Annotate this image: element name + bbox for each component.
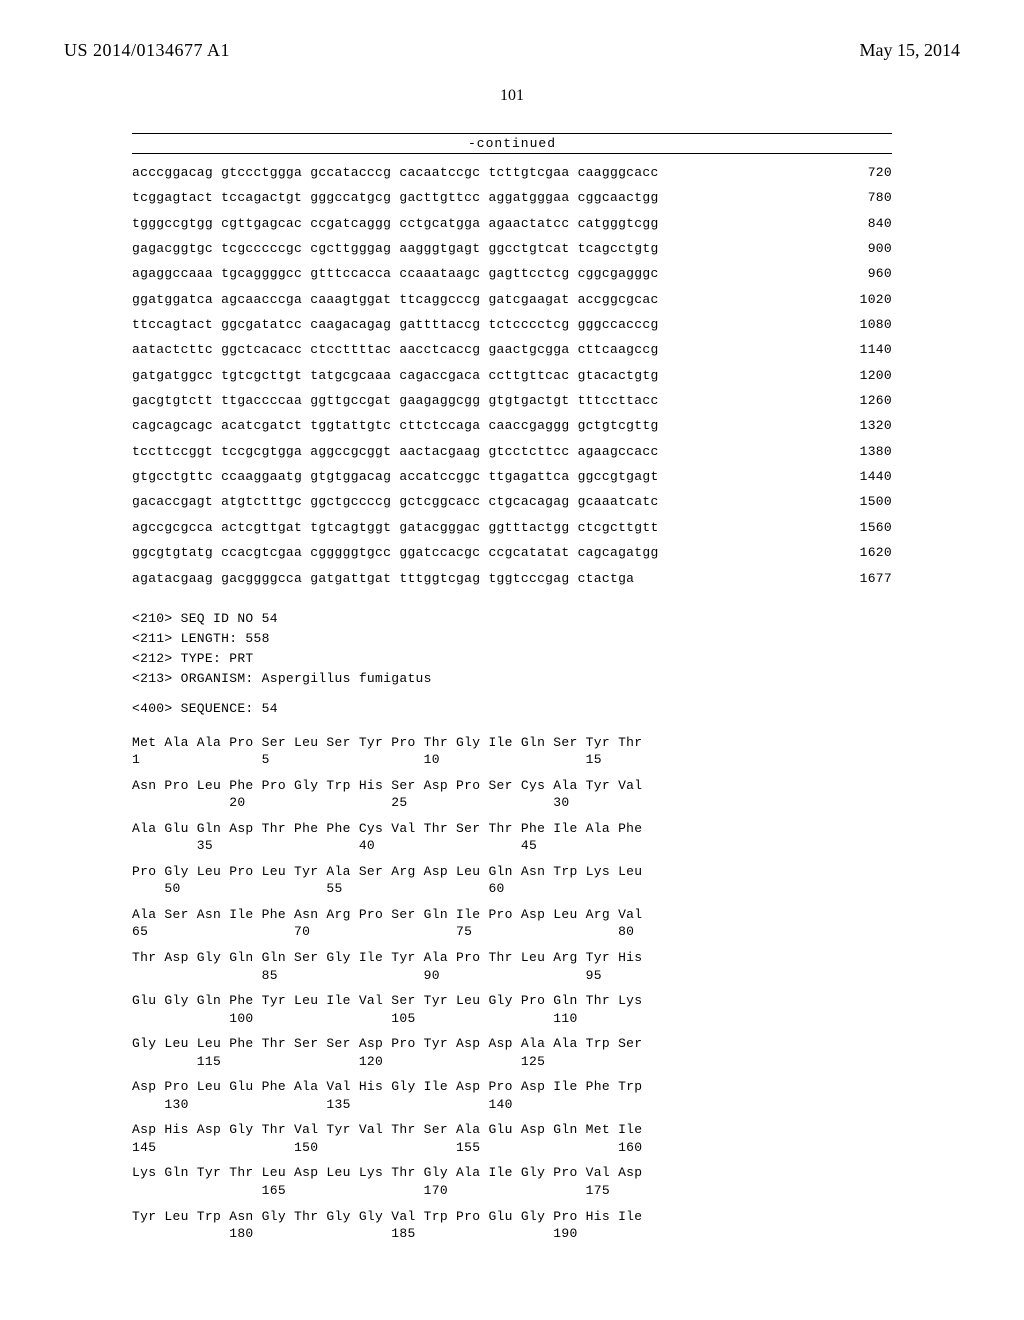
dna-seq: agatacgaag gacggggcca gatgattgat tttggtc… [132, 566, 634, 591]
protein-row: Gly Leu Leu Phe Thr Ser Ser Asp Pro Tyr … [132, 1035, 892, 1070]
dna-position: 960 [840, 261, 892, 286]
dna-row: ggatggatca agcaacccga caaagtggat ttcaggc… [132, 287, 892, 312]
protein-row: Ala Glu Gln Asp Thr Phe Phe Cys Val Thr … [132, 820, 892, 855]
meta-organism: <213> ORGANISM: Aspergillus fumigatus [132, 669, 892, 689]
protein-row: Thr Asp Gly Gln Gln Ser Gly Ile Tyr Ala … [132, 949, 892, 984]
dna-seq: ggatggatca agcaacccga caaagtggat ttcaggc… [132, 287, 659, 312]
protein-row: Asn Pro Leu Phe Pro Gly Trp His Ser Asp … [132, 777, 892, 812]
dna-row: acccggacag gtccctggga gccatacccg cacaatc… [132, 160, 892, 185]
dna-sequence-table: acccggacag gtccctggga gccatacccg cacaatc… [132, 160, 892, 591]
spacer [132, 689, 892, 699]
dna-position: 1560 [840, 515, 892, 540]
dna-seq: tgggccgtgg cgttgagcac ccgatcaggg cctgcat… [132, 211, 659, 236]
dna-row: ggcgtgtatg ccacgtcgaa cgggggtgcc ggatcca… [132, 540, 892, 565]
dna-position: 1200 [840, 363, 892, 388]
dna-seq: gagacggtgc tcgcccccgc cgcttgggag aagggtg… [132, 236, 659, 261]
dna-seq: ttccagtact ggcgatatcc caagacagag gatttta… [132, 312, 659, 337]
page-header: US 2014/0134677 A1 May 15, 2014 [64, 40, 960, 61]
dna-row: cagcagcagc acatcgatct tggtattgtc cttctcc… [132, 413, 892, 438]
dna-row: gacaccgagt atgtctttgc ggctgccccg gctcggc… [132, 489, 892, 514]
dna-position: 1500 [840, 489, 892, 514]
protein-row: Lys Gln Tyr Thr Leu Asp Leu Lys Thr Gly … [132, 1164, 892, 1199]
protein-row: Met Ala Ala Pro Ser Leu Ser Tyr Pro Thr … [132, 734, 892, 769]
rule-mid [132, 153, 892, 154]
meta-seq-id: <210> SEQ ID NO 54 [132, 609, 892, 629]
dna-position: 1080 [840, 312, 892, 337]
dna-row: gtgcctgttc ccaaggaatg gtgtggacag accatcc… [132, 464, 892, 489]
protein-row: Pro Gly Leu Pro Leu Tyr Ala Ser Arg Asp … [132, 863, 892, 898]
dna-row: tgggccgtgg cgttgagcac ccgatcaggg cctgcat… [132, 211, 892, 236]
dna-row: agatacgaag gacggggcca gatgattgat tttggtc… [132, 566, 892, 591]
dna-seq: gacaccgagt atgtctttgc ggctgccccg gctcggc… [132, 489, 659, 514]
dna-seq: acccggacag gtccctggga gccatacccg cacaatc… [132, 160, 659, 185]
dna-position: 1677 [840, 566, 892, 591]
patent-page: US 2014/0134677 A1 May 15, 2014 101 -con… [0, 0, 1024, 1320]
dna-position: 1020 [840, 287, 892, 312]
publication-number: US 2014/0134677 A1 [64, 40, 230, 61]
dna-seq: tcggagtact tccagactgt gggccatgcg gacttgt… [132, 185, 659, 210]
dna-position: 780 [840, 185, 892, 210]
protein-row: Asp Pro Leu Glu Phe Ala Val His Gly Ile … [132, 1078, 892, 1113]
dna-position: 1620 [840, 540, 892, 565]
dna-row: tccttccggt tccgcgtgga aggccgcggt aactacg… [132, 439, 892, 464]
dna-position: 1440 [840, 464, 892, 489]
dna-seq: gacgtgtctt ttgaccccaa ggttgccgat gaagagg… [132, 388, 659, 413]
dna-seq: gatgatggcc tgtcgcttgt tatgcgcaaa cagaccg… [132, 363, 659, 388]
meta-length: <211> LENGTH: 558 [132, 629, 892, 649]
page-number: 101 [64, 87, 960, 105]
dna-seq: agaggccaaa tgcaggggcc gtttccacca ccaaata… [132, 261, 659, 286]
dna-position: 720 [840, 160, 892, 185]
protein-row: Ala Ser Asn Ile Phe Asn Arg Pro Ser Gln … [132, 906, 892, 941]
meta-type: <212> TYPE: PRT [132, 649, 892, 669]
dna-row: tcggagtact tccagactgt gggccatgcg gacttgt… [132, 185, 892, 210]
dna-position: 840 [840, 211, 892, 236]
dna-position: 900 [840, 236, 892, 261]
dna-row: gacgtgtctt ttgaccccaa ggttgccgat gaagagg… [132, 388, 892, 413]
dna-seq: aatactcttc ggctcacacc ctccttttac aacctca… [132, 337, 659, 362]
dna-seq: cagcagcagc acatcgatct tggtattgtc cttctcc… [132, 413, 659, 438]
dna-seq: tccttccggt tccgcgtgga aggccgcggt aactacg… [132, 439, 659, 464]
dna-seq: gtgcctgttc ccaaggaatg gtgtggacag accatcc… [132, 464, 659, 489]
dna-row: agaggccaaa tgcaggggcc gtttccacca ccaaata… [132, 261, 892, 286]
protein-row: Tyr Leu Trp Asn Gly Thr Gly Gly Val Trp … [132, 1208, 892, 1243]
dna-seq: agccgcgcca actcgttgat tgtcagtggt gatacgg… [132, 515, 659, 540]
rule-top [132, 133, 892, 134]
dna-row: gatgatggcc tgtcgcttgt tatgcgcaaa cagaccg… [132, 363, 892, 388]
dna-position: 1140 [840, 337, 892, 362]
protein-sequence-table: Met Ala Ala Pro Ser Leu Ser Tyr Pro Thr … [132, 734, 892, 1243]
protein-row: Asp His Asp Gly Thr Val Tyr Val Thr Ser … [132, 1121, 892, 1156]
dna-row: agccgcgcca actcgttgat tgtcagtggt gatacgg… [132, 515, 892, 540]
continued-label: -continued [132, 136, 892, 151]
dna-position: 1320 [840, 413, 892, 438]
sequence-metadata: <210> SEQ ID NO 54 <211> LENGTH: 558 <21… [132, 609, 892, 720]
dna-row: ttccagtact ggcgatatcc caagacagag gatttta… [132, 312, 892, 337]
dna-position: 1260 [840, 388, 892, 413]
dna-position: 1380 [840, 439, 892, 464]
dna-seq: ggcgtgtatg ccacgtcgaa cgggggtgcc ggatcca… [132, 540, 659, 565]
dna-row: aatactcttc ggctcacacc ctccttttac aacctca… [132, 337, 892, 362]
sequence-block: -continued acccggacag gtccctggga gccatac… [132, 133, 892, 1243]
dna-row: gagacggtgc tcgcccccgc cgcttgggag aagggtg… [132, 236, 892, 261]
publication-date: May 15, 2014 [860, 40, 961, 61]
protein-row: Glu Gly Gln Phe Tyr Leu Ile Val Ser Tyr … [132, 992, 892, 1027]
meta-sequence: <400> SEQUENCE: 54 [132, 699, 892, 719]
